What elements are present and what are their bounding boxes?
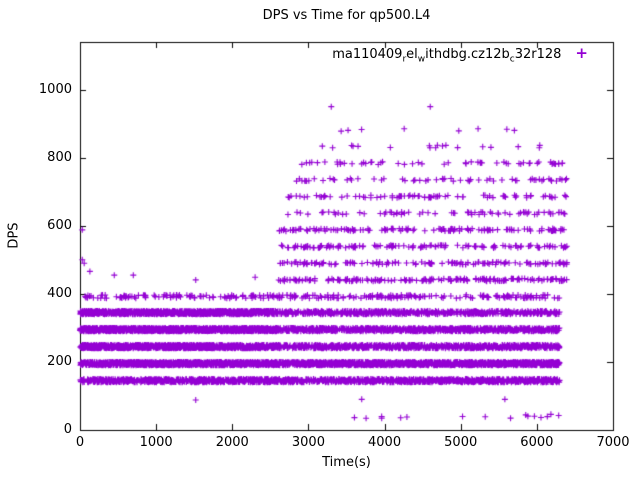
x-tick-label: 3000 bbox=[291, 435, 325, 450]
y-tick-label: 600 bbox=[47, 217, 72, 233]
x-tick-label: 2000 bbox=[215, 435, 249, 450]
x-tick-label: 0 bbox=[75, 435, 85, 450]
legend-plus-marker-icon: + bbox=[575, 44, 588, 62]
y-tick-label: 200 bbox=[47, 353, 72, 369]
y-tick-label: 400 bbox=[47, 285, 72, 301]
legend: ma110409relwithdbg.cz12bc32r128 + bbox=[200, 44, 588, 65]
x-axis-label: Time(s) bbox=[322, 455, 371, 470]
x-tick-label: 7000 bbox=[596, 435, 630, 450]
legend-series-label: ma110409relwithdbg.cz12bc32r128 bbox=[332, 47, 562, 65]
y-tick-label: 0 bbox=[63, 422, 72, 437]
x-tick-label: 6000 bbox=[520, 435, 554, 450]
x-tick-label: 1000 bbox=[139, 435, 173, 450]
x-tick-label: 4000 bbox=[368, 435, 402, 450]
y-axis-label: DPS bbox=[6, 222, 22, 249]
chart-title: DPS vs Time for qp500.L4 bbox=[262, 8, 431, 23]
x-tick-label: 5000 bbox=[444, 435, 478, 450]
y-tick-label: 1000 bbox=[38, 81, 72, 97]
y-tick-label: 800 bbox=[47, 149, 72, 165]
